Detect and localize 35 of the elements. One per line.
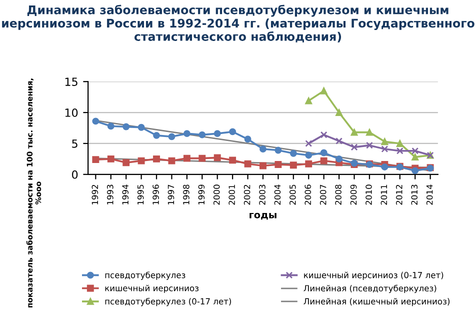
legend-label: Линейная (кишечный иерсиниоз) [304,298,450,306]
x-tick-label: 2011 [380,184,388,205]
x-tick-label: 2000 [213,184,220,205]
x-tick-label: 2005 [290,184,296,205]
legend-label: кишечный иерсиниоз [105,284,199,293]
y-tick-label: 15 [65,78,78,86]
legend-label: кишечный иерсиниоз (0-17 лет) [304,272,444,280]
x-tick-label: 2010 [366,184,372,205]
x-tick-label: 2009 [350,184,357,205]
x-tick-label: 1995 [137,184,144,204]
x-tick-label: 1998 [183,184,190,204]
x-tick-label: 1996 [152,184,159,204]
x-axis-title: годы [250,212,276,220]
x-tick-label: 2002 [244,184,250,205]
chart-title: Динамика заболеваемости псевдотуберкулезом и кишечным иерсиниозом в России в 1992-2014 гг. (материалы Государственного статистического наблюдения) [2,4,474,42]
legend-label: Линейная (псевдотуберкулез) [304,284,436,294]
x-tick-label: 1999 [198,184,205,204]
x-tick-label: 2013 [411,184,418,205]
x-tick-label: 1997 [168,184,174,204]
legend-label: псевдотуберкулез [105,272,186,280]
y-tick-label: 10 [65,108,78,117]
y-tick-label: 5 [72,140,78,148]
x-tick-label: 2001 [228,184,235,205]
x-tick-label: 2008 [335,184,342,205]
x-tick-label: 2007 [320,184,326,205]
x-tick-label: 2004 [274,184,281,205]
x-tick-label: 2006 [304,184,312,205]
x-tick-label: 1994 [122,184,129,204]
x-tick-label: 2003 [259,184,266,205]
x-tick-label: 1993 [106,184,114,204]
x-tick-label: 2014 [426,184,433,205]
x-tick-label: 2012 [396,184,402,205]
legend-label: псевдотуберкулез (0-17 лет) [105,298,231,306]
y-tick-label: 0 [72,170,78,179]
x-tick-label: 1992 [92,184,98,204]
